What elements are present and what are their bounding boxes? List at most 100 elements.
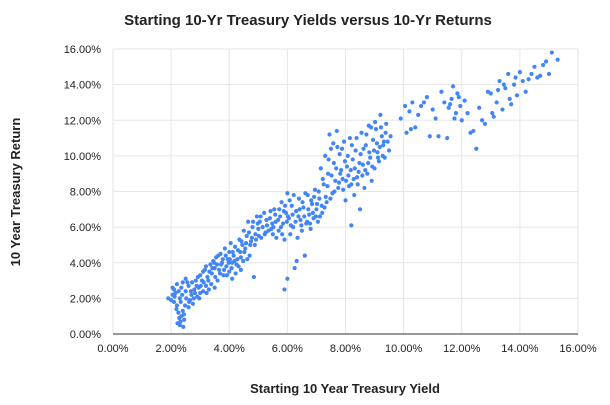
data-point — [180, 292, 185, 297]
data-point — [490, 111, 495, 116]
data-point — [256, 226, 261, 232]
data-point — [421, 100, 427, 105]
data-point — [185, 280, 190, 285]
data-point — [346, 173, 351, 178]
data-point — [452, 116, 457, 121]
data-point — [281, 208, 286, 214]
data-point — [276, 228, 281, 233]
data-point — [462, 98, 467, 103]
data-point — [272, 207, 277, 212]
data-point — [292, 265, 297, 271]
data-point — [322, 205, 327, 210]
data-point — [232, 244, 238, 249]
data-point — [337, 151, 342, 157]
data-point — [320, 176, 325, 182]
data-point — [204, 290, 209, 296]
data-point — [284, 219, 289, 224]
x-tick-label: 16.00% — [559, 343, 597, 355]
data-point — [203, 283, 209, 289]
data-point — [250, 219, 256, 224]
data-point — [301, 205, 306, 210]
data-point — [184, 296, 189, 301]
data-point — [182, 317, 187, 322]
data-point — [465, 111, 470, 116]
data-point — [302, 253, 307, 258]
data-point — [288, 223, 293, 228]
chart-title: Starting 10-Yr Treasury Yields versus 10… — [124, 12, 492, 29]
data-point — [277, 207, 282, 212]
data-point — [241, 258, 246, 264]
data-point — [448, 102, 453, 107]
data-point — [250, 225, 255, 230]
data-point — [334, 166, 339, 171]
data-point — [402, 103, 408, 109]
data-point — [335, 144, 340, 150]
data-point — [236, 264, 241, 269]
data-point — [227, 249, 232, 255]
data-point — [327, 132, 332, 137]
data-point — [314, 201, 320, 207]
data-point — [351, 176, 356, 182]
data-point — [181, 324, 186, 329]
data-point — [477, 105, 482, 110]
data-point — [221, 267, 227, 272]
data-point — [500, 107, 505, 112]
data-point — [180, 280, 185, 285]
data-point — [386, 148, 392, 153]
data-point — [333, 178, 338, 183]
data-point — [325, 184, 330, 189]
data-point — [404, 130, 409, 135]
data-point — [186, 283, 191, 289]
data-point — [374, 141, 379, 146]
data-point — [266, 228, 271, 233]
data-point — [251, 274, 257, 280]
data-point — [413, 125, 418, 130]
data-point — [298, 217, 303, 223]
data-point — [368, 155, 373, 160]
data-point — [339, 146, 345, 151]
data-point — [227, 269, 232, 274]
data-point — [371, 148, 377, 153]
data-point — [262, 210, 267, 215]
data-point — [221, 273, 226, 278]
data-point — [468, 130, 473, 135]
data-point — [348, 168, 353, 173]
data-point — [287, 198, 292, 203]
data-point — [219, 262, 224, 267]
data-point — [511, 82, 517, 87]
y-tick-label: 10.00% — [64, 151, 102, 163]
data-point — [383, 130, 388, 135]
data-point — [343, 198, 348, 203]
data-point — [223, 253, 228, 258]
data-point — [324, 200, 329, 205]
data-point — [240, 242, 245, 248]
data-point — [178, 299, 183, 305]
data-point — [228, 241, 233, 246]
data-point — [180, 308, 185, 313]
data-point — [273, 212, 278, 217]
data-point — [289, 203, 294, 208]
data-point — [549, 50, 554, 55]
data-point — [246, 219, 251, 224]
data-point — [407, 109, 412, 114]
data-point — [436, 134, 441, 139]
data-point — [230, 276, 235, 281]
data-point — [358, 151, 363, 157]
data-point — [381, 139, 386, 144]
data-point — [293, 219, 298, 224]
data-point — [220, 257, 225, 262]
data-point — [177, 296, 182, 301]
data-point — [249, 235, 255, 240]
gridlines — [112, 48, 579, 335]
data-point — [176, 289, 181, 294]
data-point — [321, 182, 326, 187]
data-point — [264, 223, 270, 228]
data-point — [342, 159, 348, 164]
x-axis-title: Starting 10 Year Treasury Yield — [250, 381, 440, 396]
y-tick-label: 8.00% — [70, 187, 101, 199]
data-point — [378, 125, 384, 130]
data-point — [458, 103, 463, 109]
data-point — [352, 192, 357, 198]
data-point — [239, 239, 244, 244]
data-point — [282, 287, 287, 292]
